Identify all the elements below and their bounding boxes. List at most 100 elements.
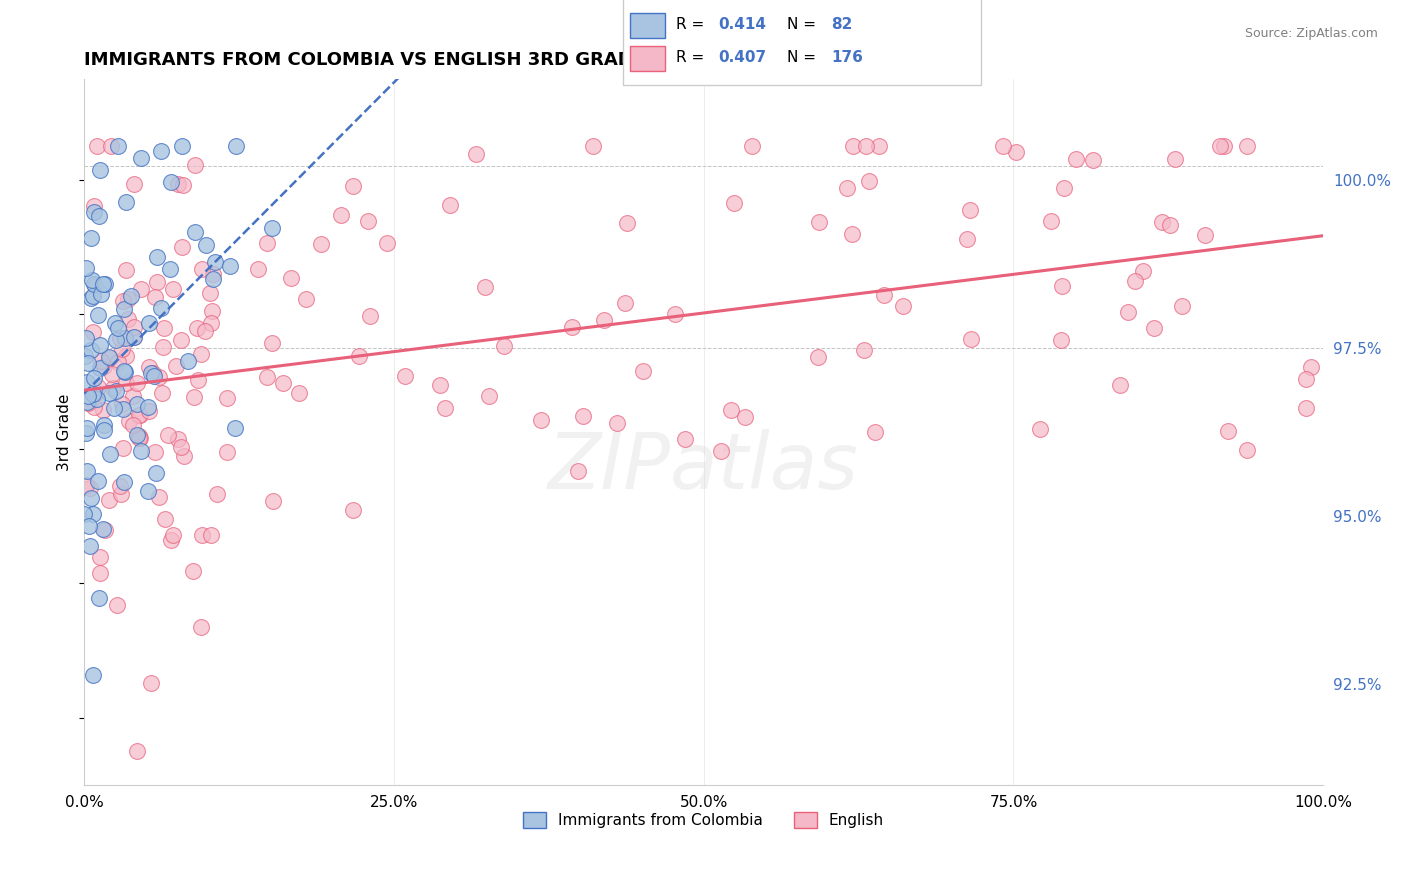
Point bbox=[167, 432, 190, 446]
Point bbox=[87, 308, 110, 322]
Point bbox=[359, 310, 381, 324]
Point bbox=[91, 277, 114, 292]
Point bbox=[82, 668, 104, 682]
Point bbox=[86, 139, 108, 153]
Point bbox=[273, 376, 295, 391]
Point bbox=[959, 203, 981, 218]
Point bbox=[114, 263, 136, 277]
Text: 82: 82 bbox=[831, 17, 852, 31]
Point bbox=[142, 366, 165, 380]
Point bbox=[79, 539, 101, 553]
Point bbox=[723, 195, 745, 210]
Point bbox=[124, 178, 146, 192]
Point bbox=[138, 359, 160, 374]
Point bbox=[83, 401, 105, 415]
Point bbox=[112, 364, 135, 378]
Point bbox=[93, 359, 115, 374]
Point bbox=[342, 179, 364, 194]
Point bbox=[122, 388, 145, 402]
Point bbox=[76, 464, 98, 478]
Point bbox=[94, 523, 117, 537]
Point bbox=[77, 395, 100, 409]
Point bbox=[93, 418, 115, 433]
Point bbox=[429, 377, 451, 392]
Point bbox=[720, 403, 742, 417]
Point bbox=[183, 390, 205, 404]
Text: 0.407: 0.407 bbox=[718, 50, 766, 64]
Point bbox=[114, 331, 136, 345]
Point bbox=[201, 272, 224, 286]
Point bbox=[194, 238, 217, 252]
Point bbox=[75, 261, 97, 276]
Point bbox=[807, 350, 830, 364]
Point bbox=[122, 329, 145, 343]
Point bbox=[1212, 139, 1234, 153]
Text: ZIPatlas: ZIPatlas bbox=[548, 429, 859, 505]
Point bbox=[143, 445, 166, 459]
Point bbox=[567, 464, 589, 478]
Point bbox=[77, 356, 100, 370]
Point bbox=[872, 288, 894, 302]
Point bbox=[631, 364, 654, 378]
Point bbox=[613, 296, 636, 310]
Point bbox=[129, 282, 152, 296]
Point bbox=[1050, 278, 1073, 293]
Point bbox=[494, 339, 516, 353]
Point bbox=[93, 423, 115, 437]
Point bbox=[201, 304, 224, 318]
Point bbox=[111, 442, 134, 456]
Point bbox=[165, 359, 187, 374]
Point bbox=[664, 307, 686, 321]
Point bbox=[1295, 401, 1317, 415]
Point bbox=[993, 139, 1015, 153]
Point bbox=[108, 331, 131, 345]
Point bbox=[1005, 145, 1028, 159]
Point bbox=[394, 368, 416, 383]
Point bbox=[172, 178, 194, 193]
Point bbox=[107, 320, 129, 334]
Point bbox=[91, 522, 114, 536]
Point bbox=[76, 421, 98, 435]
Point bbox=[202, 267, 225, 281]
Point bbox=[246, 262, 269, 277]
Point bbox=[530, 413, 553, 427]
Point bbox=[110, 486, 132, 500]
Point bbox=[75, 331, 97, 345]
Point bbox=[190, 347, 212, 361]
Point bbox=[114, 365, 136, 379]
Point bbox=[160, 533, 183, 548]
Point bbox=[98, 351, 121, 365]
Point bbox=[128, 429, 150, 443]
Point bbox=[863, 425, 886, 439]
Point bbox=[1164, 152, 1187, 166]
Point bbox=[1053, 181, 1076, 195]
Point bbox=[1123, 274, 1146, 288]
Point bbox=[146, 250, 169, 264]
Point bbox=[1116, 305, 1139, 319]
Point bbox=[162, 528, 184, 542]
Point bbox=[433, 401, 456, 416]
Point bbox=[128, 431, 150, 445]
Point bbox=[349, 349, 371, 363]
Point bbox=[112, 475, 135, 489]
Point bbox=[177, 354, 200, 368]
Point bbox=[194, 324, 217, 338]
Point bbox=[82, 325, 104, 339]
Point bbox=[148, 490, 170, 504]
Point bbox=[173, 449, 195, 463]
Point bbox=[82, 387, 104, 401]
Point bbox=[121, 418, 143, 433]
Point bbox=[1295, 372, 1317, 386]
Point bbox=[150, 301, 173, 316]
Point bbox=[1194, 227, 1216, 242]
Point bbox=[87, 380, 110, 394]
Point bbox=[120, 289, 142, 303]
Text: N =: N = bbox=[787, 50, 821, 64]
Point bbox=[439, 198, 461, 212]
Point bbox=[464, 146, 486, 161]
Point bbox=[111, 342, 134, 356]
Point bbox=[183, 225, 205, 239]
Point bbox=[83, 371, 105, 385]
Text: 176: 176 bbox=[831, 50, 863, 64]
Point bbox=[104, 316, 127, 330]
